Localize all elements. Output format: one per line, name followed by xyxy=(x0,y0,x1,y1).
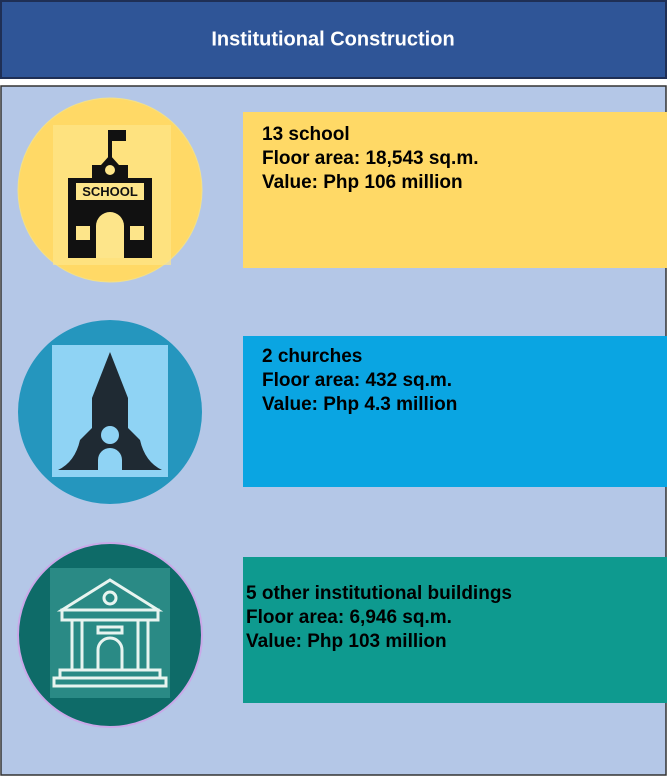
header-title: Institutional Construction xyxy=(211,28,454,50)
item-count: 2 churches xyxy=(262,346,362,367)
item-value: Value: Php 4.3 million xyxy=(262,394,457,415)
church-box xyxy=(243,336,667,487)
item-value: Value: Php 103 million xyxy=(246,631,447,652)
institution-box xyxy=(243,557,667,703)
institution-icon xyxy=(50,568,170,698)
item-floor-area: Floor area: 18,543 sq.m. xyxy=(262,148,479,169)
item-value: Value: Php 106 million xyxy=(262,172,463,193)
item-count: 5 other institutional buildings xyxy=(246,583,512,604)
school-icon: SCHOOL xyxy=(53,125,171,265)
item-floor-area: Floor area: 6,946 sq.m. xyxy=(246,607,452,628)
item-floor-area: Floor area: 432 sq.m. xyxy=(262,370,452,391)
church-icon xyxy=(52,345,168,477)
school-box xyxy=(243,112,667,268)
item-count: 13 school xyxy=(262,124,350,145)
school-sign: SCHOOL xyxy=(82,184,138,199)
header-bar xyxy=(0,0,667,79)
